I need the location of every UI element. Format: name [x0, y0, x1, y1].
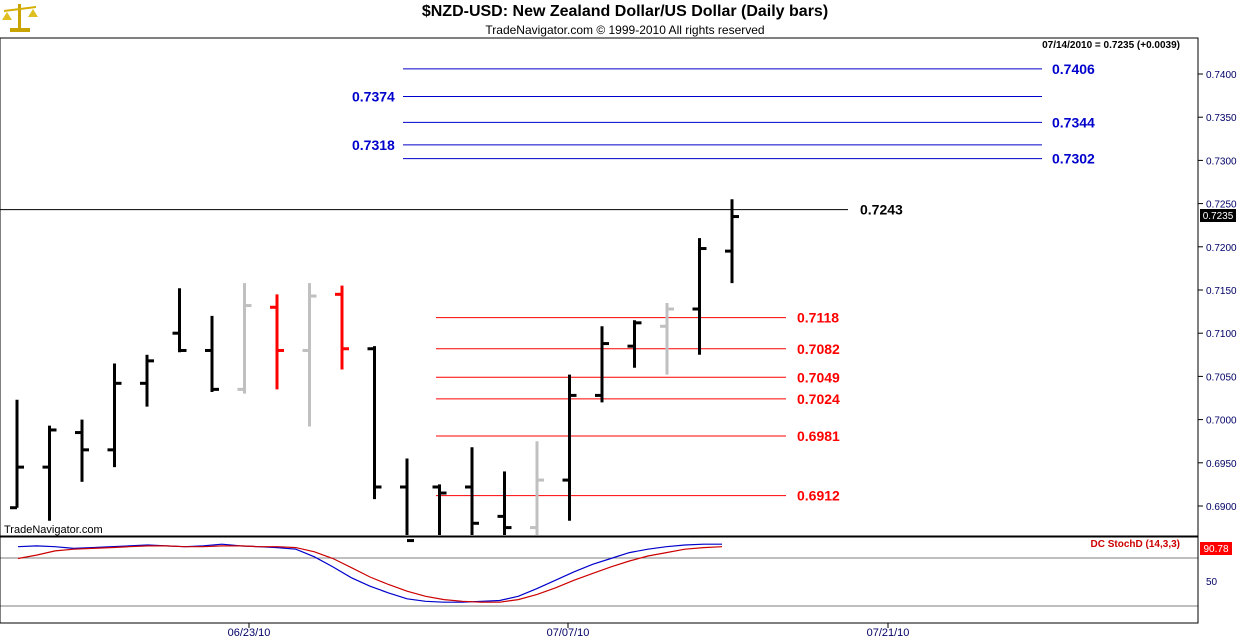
blue-level-label: 0.7374: [352, 88, 395, 104]
price-tick-label: 0.7000: [1206, 416, 1237, 427]
price-bar: [270, 294, 284, 390]
osc-tick-label: 50: [1206, 577, 1218, 588]
price-tick-label: 0.7100: [1206, 329, 1237, 340]
price-bar: [237, 283, 252, 394]
price-bars: [10, 199, 739, 543]
black-level-label: 0.7243: [860, 202, 903, 218]
price-bar: [562, 374, 577, 521]
price-tick-label: 0.7400: [1206, 70, 1237, 81]
date-tick-label: 06/23/10: [228, 627, 271, 639]
price-bar: [595, 326, 609, 403]
main-panel-frame: [0, 37, 1199, 537]
price-bar: [10, 399, 24, 510]
red-level-label: 0.6912: [797, 488, 840, 504]
scales-icon: [0, 0, 40, 41]
price-tick-label: 0.7300: [1206, 156, 1237, 167]
red-level-label: 0.7024: [797, 391, 840, 407]
status-readout: 07/14/2010 = 0.7235 (+0.0039): [1042, 40, 1180, 51]
watermark-text: TradeNavigator.com: [4, 524, 103, 536]
price-tick-label: 0.6900: [1206, 502, 1237, 513]
stoch-value-label: 90.78: [1203, 544, 1228, 555]
last-price-tag: [1200, 209, 1236, 222]
price-bar: [335, 285, 349, 370]
price-bar: [172, 288, 187, 353]
price-tick-label: 0.7350: [1206, 113, 1237, 124]
date-axis: 06/23/10 07/07/10 07/21/10: [228, 623, 910, 639]
blue-level-label: 0.7302: [1052, 151, 1095, 167]
price-bar: [205, 315, 219, 392]
price-levels: 0.7243 0.7406 0.7374 0.7344 0.7318 0.7302 0.71…: [0, 61, 1095, 504]
price-bar: [692, 238, 707, 355]
price-bar: [725, 199, 739, 284]
price-bar: [302, 283, 317, 427]
stoch-title: DC StochD (14,3,3): [1091, 539, 1180, 550]
stoch-line: [17, 545, 723, 603]
price-bar: [530, 441, 544, 535]
blue-level-label: 0.7318: [352, 137, 395, 153]
blue-level-label: 0.7344: [1052, 114, 1095, 130]
date-tick-label: 07/21/10: [867, 627, 910, 639]
price-bar: [497, 471, 512, 535]
price-tick-label: 0.7200: [1206, 243, 1237, 254]
copyright-text: TradeNavigator.com © 1999-2010 All right…: [485, 23, 765, 37]
red-level-label: 0.7118: [797, 310, 839, 326]
stoch-value-tag: [1200, 542, 1232, 555]
price-bar: [140, 354, 154, 407]
red-level-label: 0.7049: [797, 369, 840, 385]
stochastic-oscillator: [17, 543, 723, 603]
price-tick-label: 0.7250: [1206, 200, 1237, 211]
red-level-label: 0.6981: [797, 428, 840, 444]
price-axis: 0.6900 0.6950 0.7000 0.7050 0.7100 0.7150 0.72…: [1198, 70, 1237, 513]
price-tick-label: 0.6950: [1206, 459, 1237, 470]
price-bar: [75, 419, 89, 482]
price-bar: [627, 320, 642, 368]
price-bar: [367, 346, 382, 500]
price-bar: [42, 425, 57, 521]
price-bar: [660, 302, 674, 375]
red-level-label: 0.7082: [797, 341, 840, 357]
last-price-label: 0.7235: [1203, 211, 1234, 222]
date-tick-label: 07/07/10: [547, 627, 590, 639]
price-bar: [432, 484, 447, 535]
blue-level-label: 0.7406: [1052, 61, 1095, 77]
price-tick-label: 0.7050: [1206, 372, 1237, 383]
price-bar: [107, 363, 122, 468]
price-bar: [400, 458, 414, 543]
stoch-line: [17, 543, 722, 603]
chart-title: $NZD-USD: New Zealand Dollar/US Dollar (…: [421, 3, 829, 20]
price-bar: [465, 447, 479, 535]
oscillator-panel-frame: [0, 536, 1199, 624]
price-tick-label: 0.7150: [1206, 286, 1237, 297]
